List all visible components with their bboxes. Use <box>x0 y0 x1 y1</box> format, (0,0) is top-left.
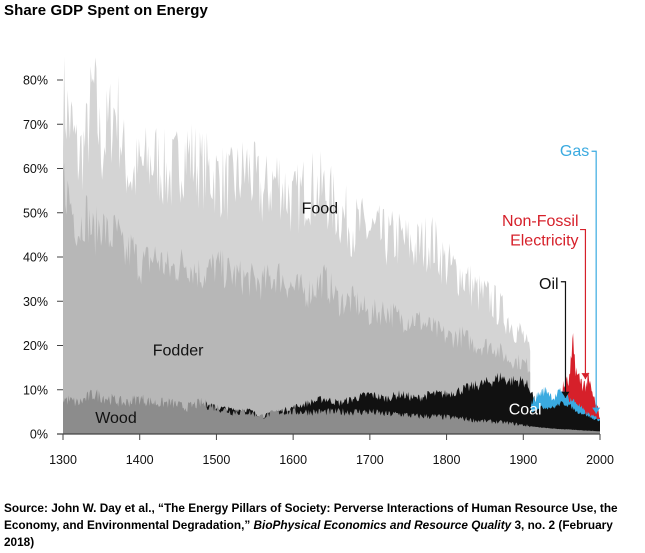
source-issue: 3, no. 2 (February 2018) <box>4 518 613 549</box>
y-tick-label: 20% <box>23 339 48 353</box>
non-fossil-leader-arrow <box>581 373 590 380</box>
x-tick-label: 1900 <box>509 453 537 467</box>
oil-label: Oil <box>539 276 559 293</box>
wood-area-late <box>531 426 600 434</box>
fodder-label: Fodder <box>153 343 204 360</box>
y-tick-label: 60% <box>23 162 48 176</box>
y-tick-label: 40% <box>23 251 48 265</box>
non-fossil-label: Non-Fossil <box>502 213 578 230</box>
gas-leader <box>591 150 597 414</box>
chart-title: Share GDP Spent on Energy <box>4 2 208 19</box>
chart-areas <box>63 56 600 435</box>
gas-label: Gas <box>560 143 589 160</box>
y-tick-label: 80% <box>23 74 48 88</box>
non-fossil-leader <box>580 228 587 380</box>
y-tick-label: 70% <box>23 118 48 132</box>
x-tick-label: 1600 <box>279 453 307 467</box>
x-tick-label: 1700 <box>356 453 384 467</box>
gas-leader-arrow <box>592 407 601 414</box>
x-tick-label: 1400 <box>126 453 154 467</box>
oil-leader-arrow <box>561 391 570 398</box>
y-tick-label: 10% <box>23 383 48 397</box>
y-tick-label: 0% <box>30 428 48 442</box>
oil-leader <box>560 281 567 398</box>
y-tick-label: 30% <box>23 295 48 309</box>
wood-label: Wood <box>95 410 137 427</box>
chart-labels: Food Fodder Wood Coal Oil Non-Fossil Electrici… <box>95 143 601 427</box>
wood-area <box>63 389 600 434</box>
x-tick-label: 1500 <box>203 453 231 467</box>
electricity-label: Electricity <box>510 232 578 249</box>
chart-axes: 0% 10% 20% 30% 40% 50% 60% 70% 80% 1300 1400 1500 16… <box>23 74 614 468</box>
y-tick-label: 50% <box>23 206 48 220</box>
x-tick-label: 1300 <box>49 453 77 467</box>
fodder-area <box>63 163 531 434</box>
x-tick-label: 1800 <box>433 453 461 467</box>
source-note: Source: John W. Day et al., “The Energy … <box>4 500 641 551</box>
source-text: Source: John W. Day et al., “The Energy … <box>4 501 618 532</box>
oil-area <box>531 401 600 434</box>
source-journal: BioPhysical Economics and Resource Quali… <box>253 518 512 532</box>
food-label: Food <box>302 201 338 218</box>
coal-label: Coal <box>509 402 542 419</box>
x-tick-label: 2000 <box>586 453 614 467</box>
